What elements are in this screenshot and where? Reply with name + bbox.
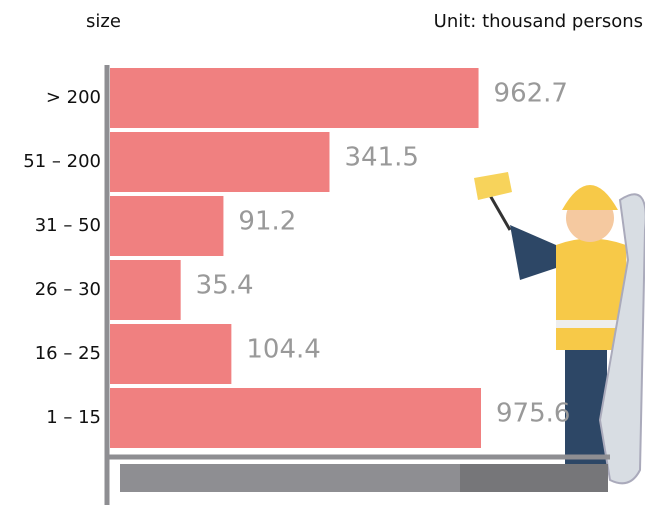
bar (110, 132, 330, 192)
value-label: 91.2 (238, 207, 296, 237)
value-label: 341.5 (344, 143, 418, 173)
bar (110, 196, 224, 256)
scrollbar-thumb (460, 464, 608, 492)
y-tick-label: 16 – 25 (35, 343, 101, 364)
bar (110, 324, 232, 384)
value-label: 35.4 (196, 271, 254, 301)
y-tick-label: 31 – 50 (35, 215, 101, 236)
value-label: 975.6 (496, 399, 570, 429)
bar (110, 388, 481, 448)
value-label: 962.7 (494, 79, 568, 109)
chart-title: size (86, 11, 121, 32)
y-tick-label: 26 – 30 (35, 279, 101, 300)
bar (110, 68, 479, 128)
y-tick-label: 1 – 15 (46, 407, 101, 428)
y-tick-label: 51 – 200 (23, 151, 101, 172)
worker-illustration (474, 172, 645, 485)
bar (110, 260, 181, 320)
y-tick-label: > 200 (46, 87, 101, 108)
chart-subtitle: Unit: thousand persons (434, 11, 643, 32)
value-label: 104.4 (246, 335, 320, 365)
